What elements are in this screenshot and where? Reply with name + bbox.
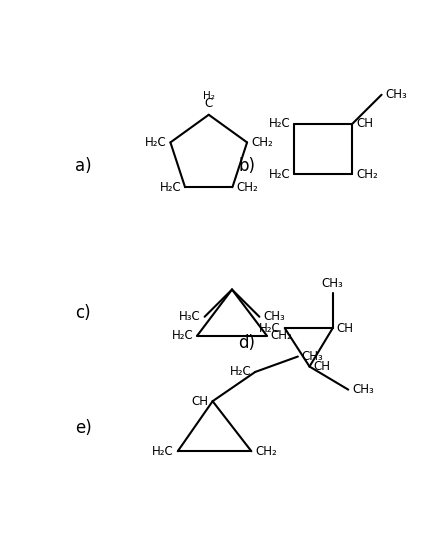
Text: d): d) — [238, 335, 255, 352]
Text: H₂C: H₂C — [268, 118, 290, 130]
Text: CH₃: CH₃ — [263, 310, 285, 323]
Text: CH: CH — [313, 360, 330, 373]
Text: CH: CH — [337, 321, 353, 335]
Text: H₂C: H₂C — [160, 181, 181, 194]
Text: C: C — [205, 97, 213, 110]
Text: H₂C: H₂C — [145, 136, 166, 149]
Text: H₃C: H₃C — [179, 310, 201, 323]
Text: H₂C: H₂C — [230, 365, 252, 379]
Text: b): b) — [238, 157, 255, 176]
Text: CH₃: CH₃ — [385, 88, 407, 101]
Text: CH: CH — [192, 395, 209, 408]
Text: CH: CH — [356, 118, 373, 130]
Text: CH₃: CH₃ — [302, 350, 323, 363]
Text: H₂: H₂ — [203, 91, 215, 101]
Text: e): e) — [75, 419, 92, 437]
Text: H₂C: H₂C — [152, 445, 174, 458]
Text: CH₃: CH₃ — [352, 383, 374, 396]
Text: CH₂: CH₂ — [356, 168, 378, 181]
Text: a): a) — [75, 157, 92, 176]
Text: CH₃: CH₃ — [322, 277, 344, 290]
Text: H₂C: H₂C — [259, 321, 281, 335]
Text: CH₂: CH₂ — [271, 329, 292, 342]
Text: c): c) — [75, 304, 91, 322]
Text: H₂C: H₂C — [172, 329, 193, 342]
Text: CH₂: CH₂ — [237, 181, 258, 194]
Text: CH₂: CH₂ — [251, 136, 273, 149]
Text: CH₂: CH₂ — [255, 445, 277, 458]
Text: H₂C: H₂C — [268, 168, 290, 181]
